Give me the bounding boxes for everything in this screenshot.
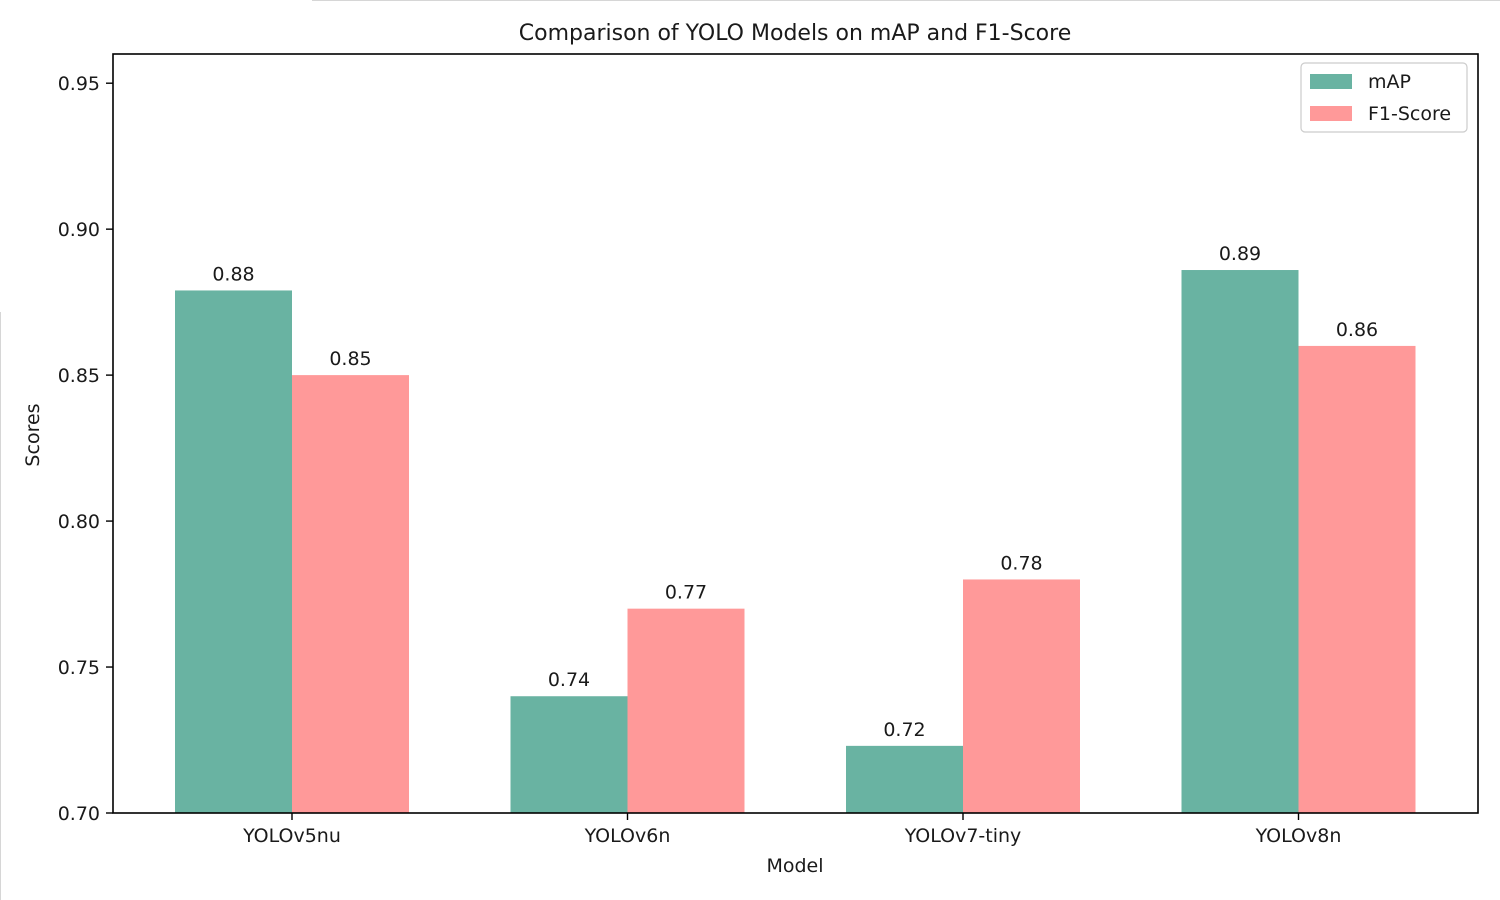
bar-f1-score-yolov6n: [627, 608, 745, 813]
y-tick-label: 0.95: [58, 73, 100, 95]
bar-value-label: 0.85: [329, 348, 371, 370]
y-tick-label: 0.70: [58, 803, 100, 825]
bar-map-yolov7-tiny: [846, 745, 963, 813]
bar-value-label: 0.78: [1000, 552, 1042, 574]
bar-value-label: 0.77: [665, 582, 707, 604]
legend: mAP F1-Score: [1300, 62, 1468, 133]
frame-edge-left: [0, 312, 1, 900]
bar-value-label: 0.89: [1219, 243, 1261, 265]
bar-f1-score-yolov5nu: [292, 375, 409, 813]
bar-map-yolov6n: [510, 696, 628, 813]
bars-group: [175, 270, 1416, 813]
legend-label: mAP: [1368, 71, 1411, 93]
x-tick-label: YOLOv6n: [584, 825, 671, 847]
bar-value-label: 0.74: [548, 669, 590, 691]
x-tick-label: YOLOv5nu: [242, 825, 341, 847]
x-tick-label: YOLOv7-tiny: [904, 825, 1022, 847]
legend-swatch: [1310, 74, 1352, 89]
y-tick-label: 0.90: [58, 219, 100, 241]
bar-value-label: 0.86: [1336, 319, 1378, 341]
x-axis-ticks: YOLOv5nu YOLOv6n YOLOv7-tiny YOLOv8n: [242, 813, 1341, 847]
y-axis-label: Scores: [22, 403, 44, 466]
bar-value-label: 0.88: [212, 263, 254, 285]
x-axis-label: Model: [766, 855, 823, 877]
bar-map-yolov5nu: [175, 290, 292, 813]
legend-swatch: [1310, 106, 1352, 121]
y-tick-label: 0.75: [58, 657, 100, 679]
legend-label: F1-Score: [1368, 103, 1451, 125]
bar-labels-group: 0.88 0.85 0.74 0.77 0.72 0.78 0.89 0.86: [212, 243, 1378, 741]
bar-map-yolov8n: [1181, 270, 1299, 813]
y-tick-label: 0.80: [58, 511, 100, 533]
chart-title: Comparison of YOLO Models on mAP and F1-…: [519, 21, 1071, 46]
x-tick-label: YOLOv8n: [1255, 825, 1342, 847]
y-axis-ticks: 0.70 0.75 0.80 0.85 0.90 0.95: [58, 73, 113, 825]
bar-value-label: 0.72: [883, 719, 925, 741]
bar-f1-score-yolov7-tiny: [963, 579, 1080, 813]
frame-edge-top: [312, 0, 1500, 1]
plot-frame: [112, 53, 1479, 814]
bar-f1-score-yolov8n: [1298, 345, 1416, 813]
y-tick-label: 0.85: [58, 365, 100, 387]
